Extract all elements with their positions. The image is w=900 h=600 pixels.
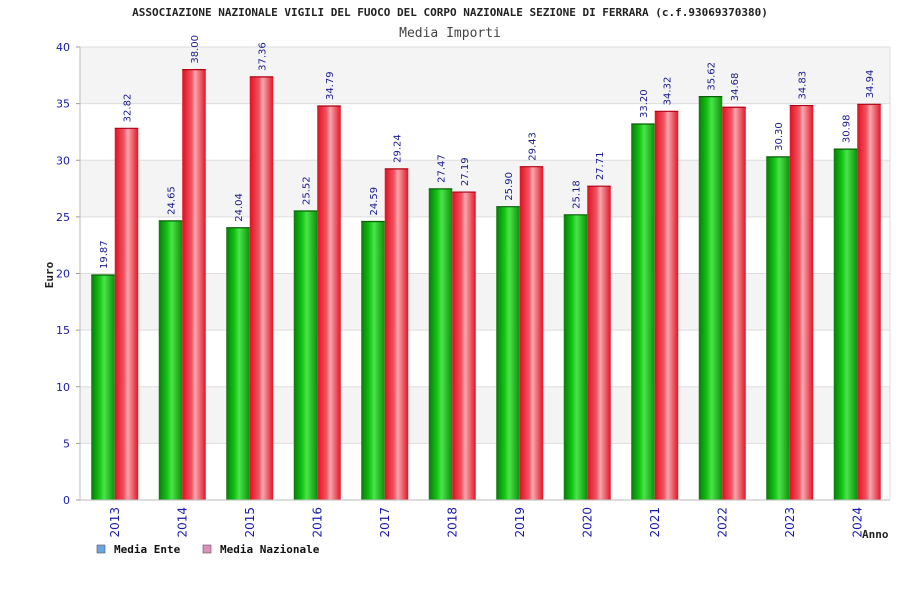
bar (654, 111, 679, 501)
x-tick-label: 2020 (580, 507, 594, 538)
value-labels: 19.87 32.82 24.65 38.00 24.04 37.36 25.52 34.79… (99, 35, 876, 269)
value-label: 34.32 (663, 77, 674, 106)
value-label: 27.47 (437, 154, 448, 183)
bar (766, 156, 790, 501)
value-label: 29.24 (393, 134, 404, 163)
bar (384, 168, 409, 500)
value-label: 27.71 (595, 152, 606, 181)
chart-title: ASSOCIAZIONE NAZIONALE VIGILI DEL FUOCO … (132, 6, 768, 19)
bar (496, 206, 520, 500)
value-label: 19.87 (99, 240, 110, 269)
value-label: 38.00 (190, 35, 201, 64)
legend-entry: Media Nazionale (220, 543, 320, 556)
value-label: 32.82 (123, 94, 134, 123)
plot-band (80, 330, 890, 387)
bar (722, 107, 746, 501)
legend: Media Ente Media Nazionale (96, 543, 320, 556)
value-label: 34.83 (798, 71, 809, 100)
value-label: 30.98 (842, 115, 853, 144)
bar (249, 76, 274, 500)
x-tick-label: 2016 (310, 507, 324, 538)
x-tick-label: 2015 (243, 507, 257, 538)
value-label: 30.30 (774, 122, 785, 151)
bar (563, 214, 588, 501)
bar (91, 274, 115, 500)
plot-band (80, 273, 890, 331)
value-label: 25.18 (572, 180, 583, 209)
bar (587, 186, 611, 500)
value-label: 34.94 (865, 70, 876, 99)
chart-subtitle: Media Importi (399, 26, 501, 41)
value-label: 25.52 (302, 176, 313, 205)
y-tick-label: 30 (56, 154, 70, 167)
plot-band (80, 103, 890, 161)
value-label: 34.79 (325, 71, 336, 100)
legend-swatch (202, 544, 212, 554)
y-axis-ticks: 0 5 10 15 20 25 30 35 40 (56, 41, 80, 507)
value-label: 24.65 (167, 186, 178, 215)
x-tick-label: 2022 (715, 507, 729, 538)
x-tick-label: 2021 (648, 507, 662, 538)
value-label: 24.59 (369, 187, 380, 216)
value-label: 34.68 (730, 73, 741, 102)
plot-band (80, 216, 890, 274)
bar (698, 96, 723, 500)
value-label: 37.36 (258, 42, 269, 71)
y-axis-label: Euro (43, 261, 56, 288)
value-label: 33.20 (639, 89, 650, 118)
x-tick-label: 2017 (378, 507, 392, 538)
value-label: 24.04 (234, 193, 245, 222)
y-tick-label: 5 (63, 437, 70, 450)
value-label: 29.43 (528, 132, 539, 161)
plot-band (80, 47, 890, 104)
x-tick-label: 2024 (850, 507, 864, 538)
bar (452, 192, 476, 501)
y-tick-label: 10 (56, 381, 70, 394)
axes (79, 47, 891, 501)
bars (91, 69, 881, 501)
plot-band (80, 386, 890, 444)
value-label: 35.62 (707, 62, 718, 91)
bar (833, 149, 858, 501)
x-axis-ticks: 2013 2014 2015 2016 2017 2018 2019 2020 2021 2022… (108, 507, 865, 538)
x-tick-label: 2014 (175, 507, 189, 538)
bar (361, 221, 385, 500)
bar (317, 106, 341, 501)
x-tick-label: 2013 (108, 507, 122, 538)
bar (293, 210, 318, 500)
y-tick-label: 40 (56, 41, 70, 54)
bar (226, 227, 250, 500)
value-label: 25.90 (504, 172, 515, 201)
x-tick-label: 2023 (783, 507, 797, 538)
bar (182, 69, 206, 501)
bar (789, 105, 814, 501)
y-tick-label: 35 (56, 98, 70, 111)
x-tick-label: 2019 (513, 507, 527, 538)
y-tick-label: 20 (56, 268, 70, 281)
bar (857, 104, 881, 500)
bar (519, 166, 544, 500)
x-axis-label: Anno (862, 528, 889, 541)
x-tick-label: 2018 (445, 507, 459, 538)
plot-background (80, 47, 890, 500)
bar (158, 220, 183, 500)
bar (114, 128, 139, 500)
bar (428, 188, 453, 500)
y-tick-label: 25 (56, 211, 70, 224)
y-tick-label: 0 (63, 494, 70, 507)
legend-swatch (96, 544, 106, 554)
legend-entry: Media Ente (114, 543, 181, 556)
plot-band (80, 443, 890, 500)
value-label: 27.19 (460, 157, 471, 186)
bar (631, 124, 655, 500)
plot-band (80, 160, 890, 217)
y-tick-label: 15 (56, 324, 70, 337)
